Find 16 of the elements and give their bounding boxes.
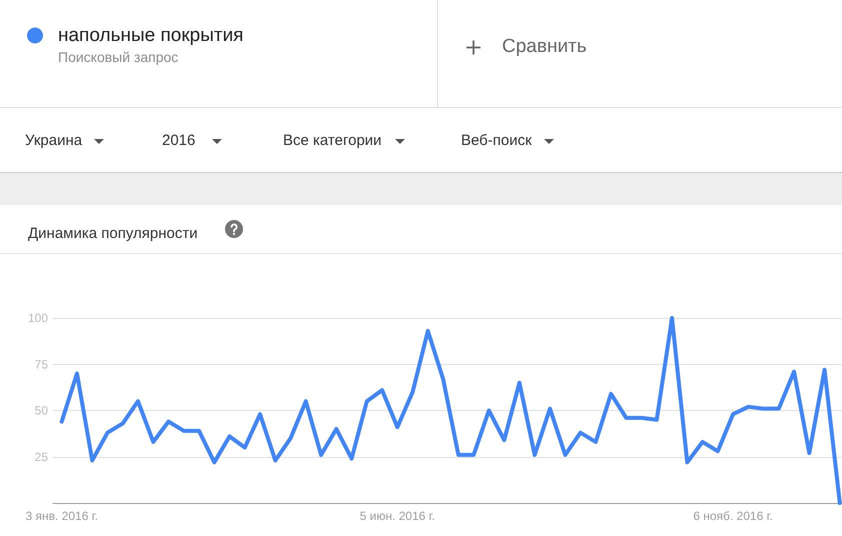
x-tick-label: 6 нояб. 2016 г. xyxy=(693,509,773,523)
text: 2016 xyxy=(162,131,196,151)
line-series xyxy=(60,316,842,505)
y-tick-label: 25 xyxy=(34,450,48,464)
text: Все категории xyxy=(283,131,382,151)
text: Веб-поиск xyxy=(461,131,532,151)
chart-title: Динамика популярности xyxy=(28,225,198,242)
x-tick-label: 5 июн. 2016 г. xyxy=(360,509,436,523)
text: Сравнить xyxy=(502,36,587,58)
x-tick-label: 3 янв. 2016 г. xyxy=(25,509,98,523)
y-tick-label: 50 xyxy=(34,404,48,418)
y-tick-label: 100 xyxy=(28,311,48,325)
text: Украина xyxy=(25,131,82,151)
legend-label: напольные покрытия xyxy=(58,25,244,46)
text: Поисковый запрос xyxy=(58,48,178,66)
y-tick-label: 75 xyxy=(34,357,48,372)
